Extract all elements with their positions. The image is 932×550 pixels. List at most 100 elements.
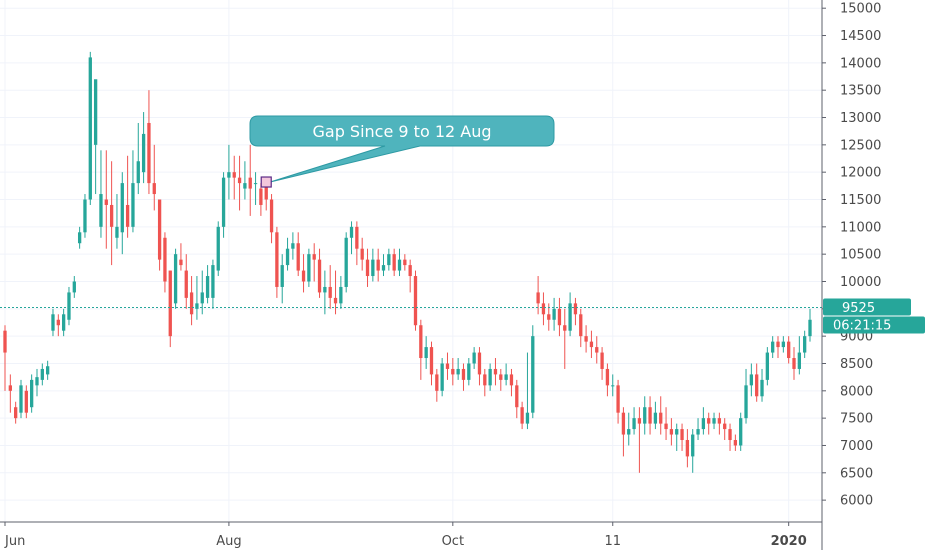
candles: [3, 51, 812, 473]
candle-body: [51, 314, 55, 331]
candle-body: [536, 292, 540, 304]
candle-body: [568, 303, 572, 331]
current-price-badge: 9525: [823, 298, 911, 316]
candle-body: [621, 412, 626, 435]
price-tick-label: 14000: [840, 56, 881, 71]
candle-body: [339, 286, 343, 304]
candle-body: [648, 407, 652, 424]
bar-countdown-label: 06:21:15: [833, 318, 891, 333]
candle-body: [179, 259, 183, 266]
candle-body: [467, 363, 471, 380]
candle-body: [739, 418, 743, 446]
candle-body: [349, 226, 354, 238]
candle-body: [280, 265, 284, 287]
gap-annotation[interactable]: Gap Since 9 to 12 Aug: [249, 115, 555, 188]
candle-body: [72, 281, 76, 293]
candle-body: [67, 292, 71, 320]
candle-body: [35, 377, 39, 386]
candle-body: [88, 57, 92, 200]
candle-body: [360, 248, 364, 260]
candle-body: [573, 303, 578, 315]
candle-body: [424, 347, 428, 359]
candle-body: [328, 286, 332, 298]
candle-body: [717, 418, 722, 424]
candle-body: [291, 243, 295, 249]
candle-body: [19, 385, 23, 413]
candle-body: [611, 385, 615, 387]
candle-body: [435, 374, 439, 391]
candle-body: [403, 259, 407, 266]
candle-body: [136, 161, 140, 184]
candle-body: [803, 336, 807, 353]
price-tick-label: 6500: [840, 466, 873, 481]
candle-body: [8, 385, 12, 391]
candle-body: [61, 314, 66, 331]
candle-body: [141, 133, 146, 173]
candle-body: [509, 374, 514, 386]
candle-body: [413, 276, 418, 326]
time-tick-label: Jun: [4, 534, 25, 549]
candle-body: [563, 325, 567, 331]
candle-body: [365, 259, 370, 277]
candle-body: [173, 254, 178, 304]
candle-body: [488, 368, 492, 386]
candle-body: [616, 385, 620, 413]
candle-body: [797, 352, 801, 369]
candle-body: [701, 418, 706, 430]
candle-body: [168, 270, 172, 337]
candle-body: [397, 259, 402, 271]
candle-body: [157, 199, 162, 260]
candle-body: [205, 276, 210, 298]
annotation-anchor-marker[interactable]: [260, 176, 272, 188]
candle-body: [429, 347, 434, 375]
price-tick-label: 12000: [840, 166, 881, 181]
candle-body: [333, 297, 338, 304]
candle-body: [77, 232, 82, 244]
price-tick-label: 14500: [840, 29, 881, 44]
candle-body: [227, 172, 231, 178]
price-tick-label: 6000: [840, 494, 873, 509]
candle-body: [3, 330, 7, 353]
candle-body: [531, 336, 535, 413]
candle-body: [307, 254, 311, 282]
candle-body: [477, 352, 482, 375]
candle-body: [643, 407, 647, 424]
candle-body: [712, 418, 716, 424]
candle-body: [376, 259, 380, 271]
candle-body: [499, 374, 503, 380]
candle-body: [584, 336, 588, 342]
candle-body: [605, 368, 610, 386]
candle-body: [243, 183, 247, 189]
candle-body: [589, 341, 594, 348]
candle-body: [632, 418, 636, 430]
countdown-badge: 06:21:15: [823, 316, 925, 334]
price-tick-label: 10500: [840, 248, 881, 263]
candle-body: [627, 429, 631, 435]
candle-body: [120, 183, 124, 233]
candle-body: [525, 412, 530, 424]
candle-body: [83, 199, 87, 233]
candle-body: [221, 177, 226, 227]
candle-body: [40, 368, 44, 380]
candle-body: [749, 374, 754, 386]
candle-body: [408, 265, 412, 277]
candle-body: [30, 379, 34, 408]
price-tick-label: 12500: [840, 138, 881, 153]
candle-body: [685, 440, 690, 457]
candle-body: [515, 385, 519, 408]
price-tick-label: 10000: [840, 275, 881, 290]
candle-body: [355, 226, 359, 249]
candle-body: [323, 286, 327, 293]
callout-bubble[interactable]: [249, 115, 555, 183]
candle-body: [771, 341, 775, 353]
candle-body: [760, 379, 764, 397]
callout-text: Gap Since 9 to 12 Aug: [312, 122, 491, 141]
candle-body: [696, 429, 700, 435]
candle-body: [552, 308, 556, 320]
candle-body: [344, 237, 348, 287]
candle-body: [232, 172, 236, 178]
time-tick-label: Oct: [442, 534, 464, 549]
candle-body: [728, 429, 732, 441]
candle-body: [248, 177, 252, 189]
